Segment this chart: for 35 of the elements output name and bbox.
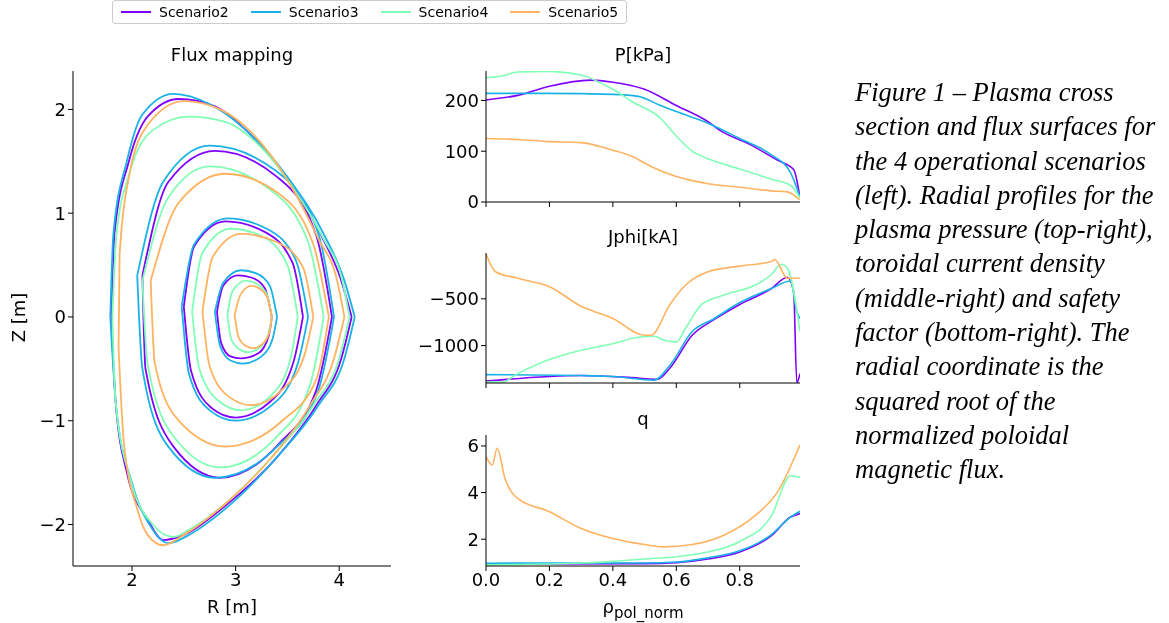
legend-label: Scenario5 bbox=[548, 4, 619, 20]
y-tick-label: 6 bbox=[467, 435, 479, 457]
x-tick-label: 0.6 bbox=[661, 568, 691, 590]
y-tick-label: −1 bbox=[39, 410, 66, 432]
text: Figure 1 – Plasma cross section and flux surfaces for the 4 operational scenarios (left). Radial profiles for the plasma pressure (top-right), toroidal current density (middle-right) and safety factor (bottom-right). The radial coordinate is the squared root of the normalized poloidal magnetic flux. bbox=[855, 77, 1156, 485]
y-tick-label: 0 bbox=[54, 306, 66, 328]
x-tick-label: 0.0 bbox=[471, 568, 501, 590]
y-tick-label: 100 bbox=[444, 140, 479, 162]
chart-title: P[kPa] bbox=[613, 44, 673, 65]
line-series bbox=[486, 253, 800, 337]
y-tick-label: 4 bbox=[467, 481, 479, 503]
y-tick-label: 1 bbox=[54, 202, 66, 224]
chart-title: Jphi[kA] bbox=[606, 226, 679, 247]
y-tick-label: 2 bbox=[467, 528, 479, 550]
y-tick-label: 0 bbox=[467, 191, 479, 213]
y-tick-label: 2 bbox=[54, 98, 66, 120]
chart-title: q bbox=[636, 408, 650, 429]
x-tick-label: 0.8 bbox=[725, 568, 755, 590]
y-tick-label: −500 bbox=[429, 288, 479, 310]
legend-label: Scenario3 bbox=[288, 4, 359, 20]
y-tick-label: −1000 bbox=[418, 334, 479, 356]
legend-label: Scenario4 bbox=[418, 4, 489, 20]
x-axis-title: R [m] bbox=[206, 596, 258, 617]
line-series bbox=[486, 443, 800, 548]
chart-title: Flux mapping bbox=[169, 44, 295, 65]
y-tick-label: 200 bbox=[444, 89, 479, 111]
x-tick-label: 0.2 bbox=[535, 568, 564, 590]
x-tick-label: 3 bbox=[229, 568, 242, 590]
x-axis-title: ρ$_{pol_norm}$ bbox=[601, 596, 685, 622]
y-tick-label: −2 bbox=[39, 513, 66, 535]
x-tick-label: 2 bbox=[126, 568, 138, 590]
legend-label: Scenario2 bbox=[159, 4, 229, 20]
y-axis-title: Z [m] bbox=[7, 291, 29, 344]
x-tick-label: 4 bbox=[333, 568, 345, 590]
x-tick-label: 0.4 bbox=[598, 568, 628, 590]
